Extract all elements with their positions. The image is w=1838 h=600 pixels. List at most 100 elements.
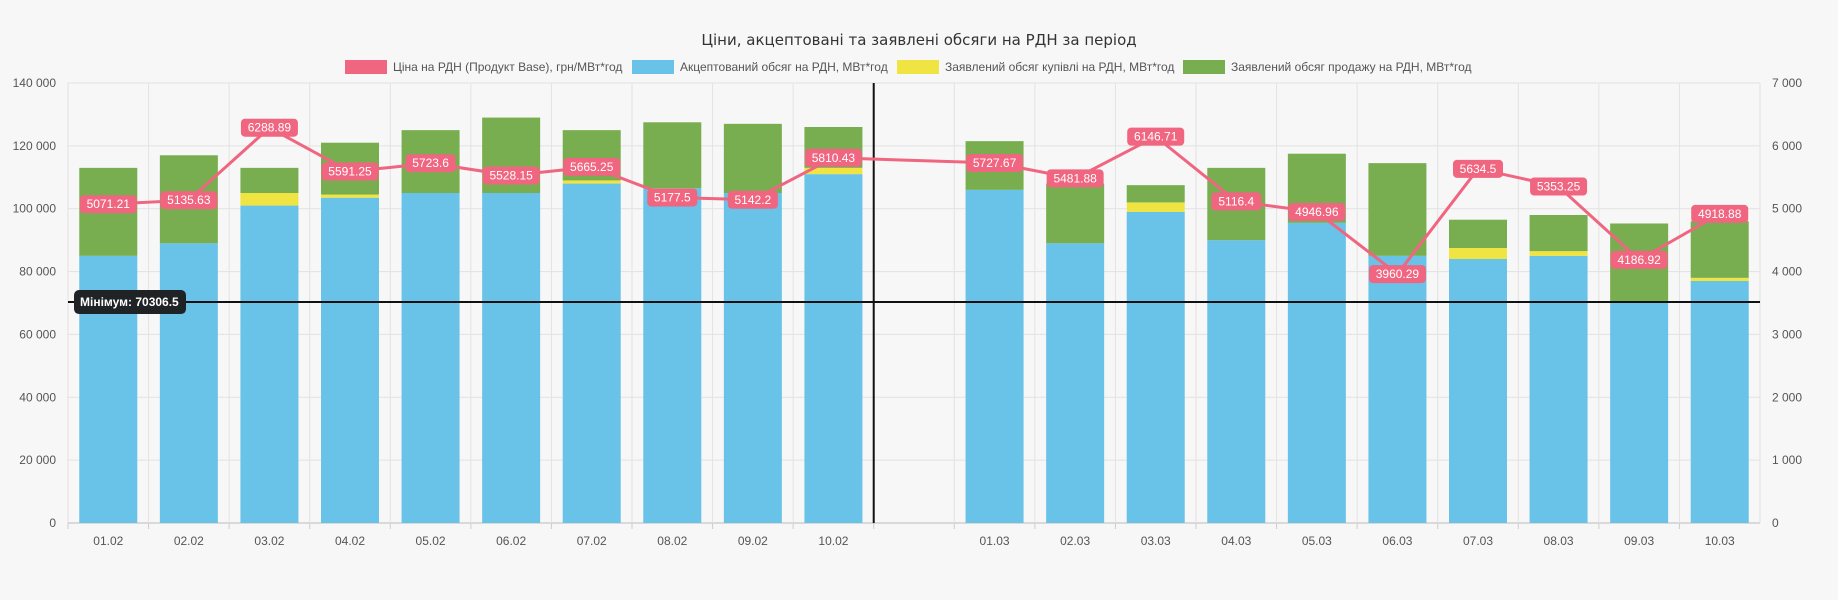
price-data-label: 5723.6 xyxy=(412,156,449,170)
price-data-label: 5481.88 xyxy=(1053,171,1097,185)
bar-segment xyxy=(1690,221,1749,278)
legend-label[interactable]: Заявлений обсяг купівлі на РДН, МВт*год xyxy=(945,60,1174,74)
bar-segment xyxy=(1610,303,1669,523)
price-data-label: 6288.89 xyxy=(248,121,292,135)
y-right-tick-label: 2 000 xyxy=(1772,390,1802,404)
x-tick-label: 04.02 xyxy=(335,534,365,548)
y-right-tick-label: 0 xyxy=(1772,516,1779,530)
price-line-layer: 5071.21 5135.63 6288.89 5591.25 5723.6 5528.1… xyxy=(79,118,1749,284)
x-tick-label: 02.03 xyxy=(1060,534,1090,548)
bar-segment xyxy=(1529,251,1588,256)
bar-segment xyxy=(1207,240,1266,523)
chart-title: Ціни, акцептовані та заявлені обсяги на … xyxy=(701,31,1136,49)
bar-segment xyxy=(321,197,379,523)
price-data-label: 5142.2 xyxy=(735,193,772,207)
y-left-tick-label: 80 000 xyxy=(19,265,56,279)
price-label-box xyxy=(160,191,218,210)
legend-label[interactable]: Акцептований обсяг на РДН, МВт*год xyxy=(680,60,888,74)
price-label-box xyxy=(804,148,862,167)
y-right-tick-label: 1 000 xyxy=(1772,453,1802,467)
price-data-label: 5116.4 xyxy=(1218,194,1254,208)
x-tick-label: 05.03 xyxy=(1302,534,1332,548)
bar-segment xyxy=(643,188,702,524)
bar-segment xyxy=(1126,202,1185,212)
price-data-label: 5665.25 xyxy=(570,160,614,174)
price-label-box xyxy=(1211,192,1262,211)
axes: 0 20 000 40 000 60 000 80 000 100 000 120 000 1… xyxy=(13,76,1803,548)
bar-segment xyxy=(1368,255,1427,523)
price-label-box xyxy=(1288,203,1346,222)
legend-swatch[interactable] xyxy=(632,60,674,74)
x-tick-label: 09.02 xyxy=(738,534,768,548)
y-right-tick-label: 6 000 xyxy=(1772,139,1802,153)
x-tick-label: 03.03 xyxy=(1141,534,1171,548)
x-tick-label: 09.03 xyxy=(1624,534,1654,548)
minimum-label-box xyxy=(74,290,186,315)
price-data-label: 6146.71 xyxy=(1134,130,1178,144)
legend-swatch[interactable] xyxy=(897,60,939,74)
price-data-label: 4186.92 xyxy=(1617,253,1661,267)
bar-segment xyxy=(643,122,702,189)
bar-segment xyxy=(965,189,1024,523)
price-label-box xyxy=(563,157,621,176)
price-data-label: 5135.63 xyxy=(167,193,211,207)
x-tick-label: 04.03 xyxy=(1221,534,1251,548)
price-label-box xyxy=(405,154,456,173)
bar-segment xyxy=(1690,281,1749,523)
price-label-box xyxy=(1530,177,1588,196)
bar-segment xyxy=(1287,222,1346,523)
x-tick-label: 07.02 xyxy=(577,534,607,548)
bar-segment xyxy=(723,123,782,193)
bar-segment xyxy=(1368,163,1427,256)
price-data-label: 3960.29 xyxy=(1376,267,1420,281)
legend-swatch[interactable] xyxy=(1183,60,1225,74)
legend-label[interactable]: Заявлений обсяг продажу на РДН, МВт*год xyxy=(1231,60,1472,74)
x-tick-label: 03.02 xyxy=(254,534,284,548)
price-label-box xyxy=(79,195,137,214)
x-tick-label: 01.03 xyxy=(980,534,1010,548)
bar-segment xyxy=(562,183,621,524)
price-data-label: 5727.67 xyxy=(973,156,1017,170)
x-tick-label: 06.02 xyxy=(496,534,526,548)
bar-segment xyxy=(1449,248,1507,259)
price-data-label: 5353.25 xyxy=(1537,180,1581,194)
price-data-label: 5177.5 xyxy=(654,191,691,205)
x-tick-label: 10.03 xyxy=(1705,534,1735,548)
x-tick-label: 08.03 xyxy=(1544,534,1574,548)
price-data-label: 5810.43 xyxy=(812,151,856,165)
y-right-tick-label: 4 000 xyxy=(1772,265,1802,279)
bar-segment xyxy=(482,193,541,523)
bar-segment xyxy=(562,180,621,184)
legend-label[interactable]: Ціна на РДН (Продукт Base), грн/МВт*год xyxy=(393,60,622,74)
legend-swatch[interactable] xyxy=(345,60,387,74)
price-label-box xyxy=(1127,127,1185,146)
x-tick-label: 01.02 xyxy=(93,534,123,548)
price-label-box xyxy=(966,153,1024,172)
bar-segment xyxy=(1126,211,1185,523)
price-label-box xyxy=(482,166,540,185)
bar-segment xyxy=(321,194,379,198)
minimum-label: Мінімум: 70306.5 xyxy=(80,295,179,309)
legend[interactable]: Ціна на РДН (Продукт Base), грн/МВт*год А… xyxy=(345,60,1472,74)
x-tick-label: 05.02 xyxy=(416,534,446,548)
price-data-label: 5071.21 xyxy=(87,197,131,211)
price-label-box xyxy=(1046,169,1104,188)
price-label-box xyxy=(1453,159,1503,178)
y-right-tick-label: 7 000 xyxy=(1772,76,1802,90)
price-label-box xyxy=(1368,265,1426,284)
bar-segment xyxy=(1690,277,1749,281)
bar-segment xyxy=(1449,259,1507,523)
price-data-label: 5634.5 xyxy=(1460,162,1497,176)
bar-segment xyxy=(1529,255,1588,523)
y-left-tick-label: 120 000 xyxy=(13,139,57,153)
x-tick-label: 06.03 xyxy=(1382,534,1412,548)
y-right-tick-label: 5 000 xyxy=(1772,202,1802,216)
bar-segment xyxy=(240,167,299,193)
x-tick-label: 10.02 xyxy=(818,534,848,548)
x-tick-label: 02.02 xyxy=(174,534,204,548)
price-data-label: 4918.88 xyxy=(1698,207,1742,221)
y-left-tick-label: 140 000 xyxy=(13,76,57,90)
bar-segment xyxy=(1529,215,1588,252)
y-left-tick-label: 0 xyxy=(49,516,56,530)
